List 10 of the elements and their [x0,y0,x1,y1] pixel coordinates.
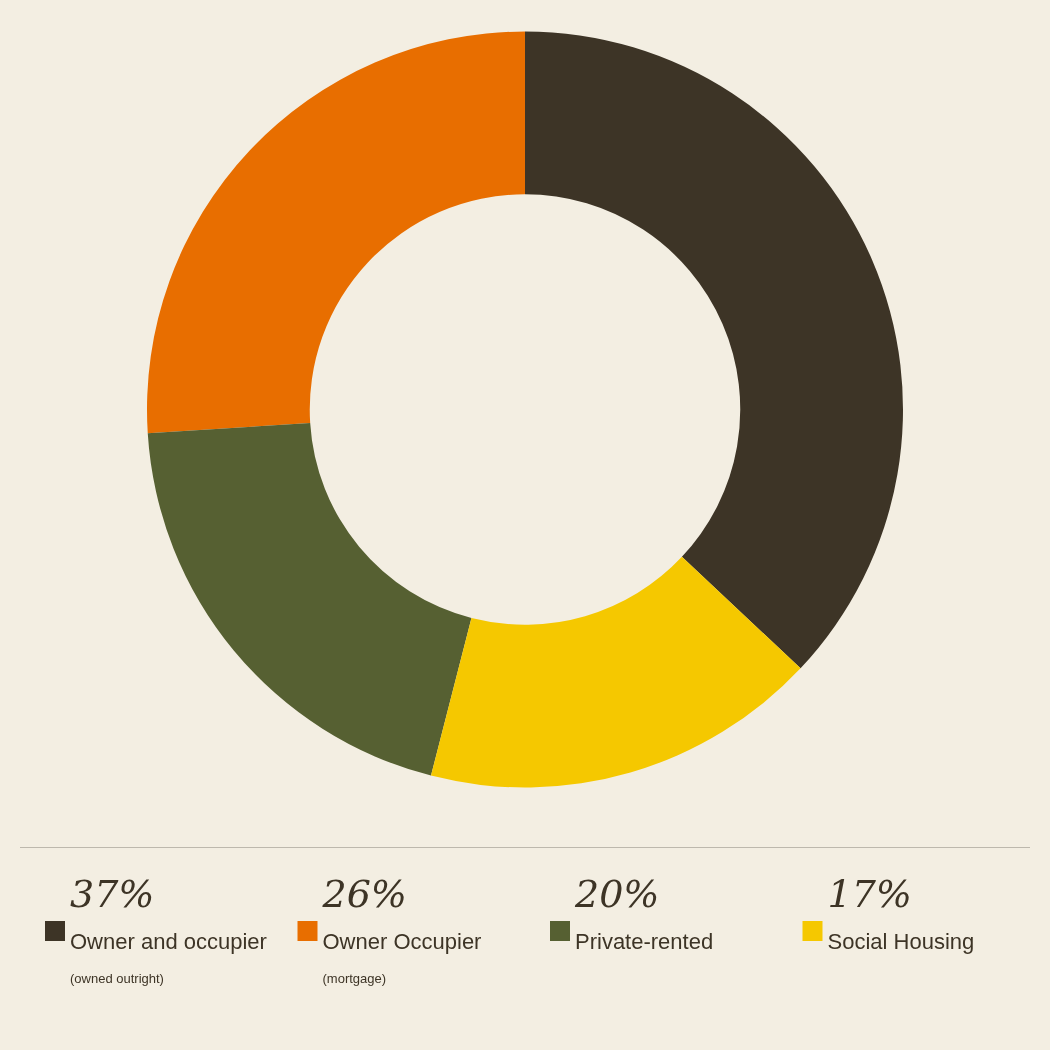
legend-label: Social Housing [827,928,975,954]
legend-label: Owner Occupier [322,928,482,954]
data-label: 26% [321,872,407,916]
text: (mortgage) [322,970,387,986]
legend-label: Private-rented [575,928,714,954]
data-label: 20% [574,872,660,916]
legend-label: Owner and occupier [70,928,267,954]
data-label: 17% [827,872,912,916]
data-label: 37% [70,872,155,916]
text: (owned outright) [70,970,164,986]
